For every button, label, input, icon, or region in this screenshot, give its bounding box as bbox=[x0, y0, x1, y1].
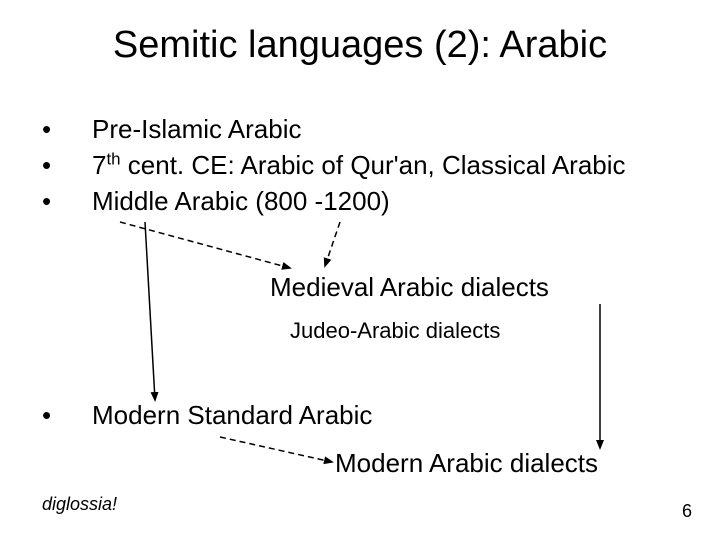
arrow-a2 bbox=[325, 222, 340, 266]
bullet-2-post: cent. CE: Arabic of Qur'an, Classical Ar… bbox=[121, 150, 626, 180]
bullet-2-pre: 7 bbox=[92, 150, 106, 180]
bullet-2-sup: th bbox=[106, 149, 120, 168]
bullet-4: Modern Standard Arabic bbox=[92, 400, 372, 431]
label-judeo: Judeo-Arabic dialects bbox=[290, 318, 500, 344]
label-modern-dialects: Modern Arabic dialects bbox=[335, 448, 598, 479]
bullet-dot: • bbox=[42, 400, 51, 431]
bullet-2: 7th cent. CE: Arabic of Qur'an, Classica… bbox=[92, 150, 626, 181]
label-diglossia: diglossia! bbox=[42, 494, 117, 515]
label-medieval: Medieval Arabic dialects bbox=[270, 272, 549, 303]
arrow-a1 bbox=[120, 222, 290, 268]
bullet-dot: • bbox=[42, 114, 51, 145]
arrow-a5 bbox=[220, 437, 332, 462]
bullet-dot: • bbox=[42, 150, 51, 181]
arrow-a3 bbox=[145, 222, 155, 400]
page-number: 6 bbox=[682, 501, 692, 522]
bullet-1: Pre-Islamic Arabic bbox=[92, 114, 302, 145]
bullet-3: Middle Arabic (800 -1200) bbox=[92, 186, 390, 217]
slide-title: Semitic languages (2): Arabic bbox=[0, 24, 720, 67]
bullet-dot: • bbox=[42, 186, 51, 217]
